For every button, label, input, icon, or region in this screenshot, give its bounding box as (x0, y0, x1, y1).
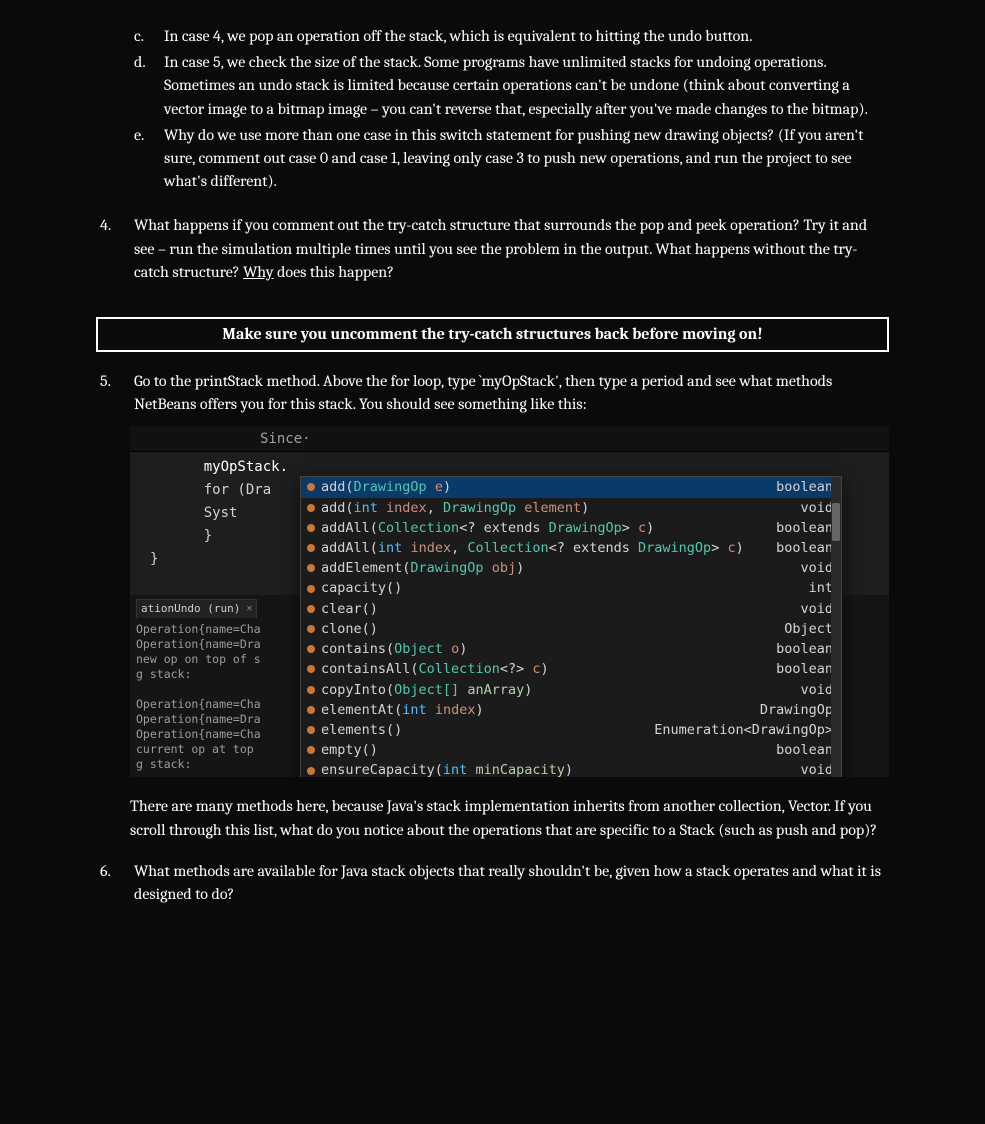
warning-box: Make sure you uncomment the try-catch st… (96, 317, 889, 352)
autocomplete-return-type: boolean (776, 539, 833, 557)
autocomplete-item[interactable]: add(DrawingOp e)boolean (301, 477, 841, 497)
item-5: 5. Go to the printStack method. Above th… (96, 370, 889, 416)
autocomplete-return-type: void (800, 681, 833, 699)
method-dot-icon (307, 686, 315, 694)
item-5-after: There are many methods here, because Jav… (96, 795, 889, 841)
autocomplete-item[interactable]: capacity()int (301, 578, 841, 598)
autocomplete-return-type: boolean (776, 519, 833, 537)
autocomplete-item[interactable]: contains(Object o)boolean (301, 639, 841, 659)
scrollbar-thumb[interactable] (832, 503, 840, 541)
method-dot-icon (307, 585, 315, 593)
autocomplete-signature: add(int index, DrawingOp element) (321, 499, 800, 517)
autocomplete-signature: clear() (321, 600, 800, 618)
autocomplete-signature: capacity() (321, 579, 809, 597)
item-6: 6. What methods are available for Java s… (96, 860, 889, 906)
autocomplete-return-type: int (809, 579, 833, 597)
method-dot-icon (307, 504, 315, 512)
item-4-why-underlined: Why (243, 263, 273, 281)
item-5-text: Go to the printStack method. Above the f… (134, 370, 889, 416)
subitem-d-marker: d. (130, 51, 164, 121)
autocomplete-signature: addElement(DrawingOp obj) (321, 559, 800, 577)
method-dot-icon (307, 544, 315, 552)
autocomplete-return-type: boolean (776, 741, 833, 759)
item-4-text-b: does this happen? (274, 263, 394, 281)
subitem-c-text: In case 4, we pop an operation off the s… (164, 25, 889, 48)
item-4-text: What happens if you comment out the try-… (134, 214, 889, 284)
autocomplete-item[interactable]: addElement(DrawingOp obj)void (301, 558, 841, 578)
method-dot-icon (307, 706, 315, 714)
method-dot-icon (307, 605, 315, 613)
autocomplete-signature: elementAt(int index) (321, 701, 760, 719)
item-5-marker: 5. (96, 370, 134, 416)
autocomplete-signature: copyInto(Object[] anArray) (321, 681, 800, 699)
autocomplete-signature: elements() (321, 721, 654, 739)
autocomplete-item[interactable]: add(int index, DrawingOp element)void (301, 498, 841, 518)
method-dot-icon (307, 524, 315, 532)
subitem-e-marker: e. (130, 124, 164, 194)
autocomplete-signature: containsAll(Collection<?> c) (321, 660, 776, 678)
method-dot-icon (307, 726, 315, 734)
close-icon[interactable]: ✕ (246, 602, 252, 615)
subitem-d: d. In case 5, we check the size of the s… (130, 51, 889, 121)
subitem-e-text: Why do we use more than one case in this… (164, 124, 889, 194)
autocomplete-item[interactable]: copyInto(Object[] anArray)void (301, 680, 841, 700)
subitem-d-text: In case 5, we check the size of the stac… (164, 51, 889, 121)
sublist-cde: c. In case 4, we pop an operation off th… (130, 25, 889, 193)
autocomplete-return-type: void (800, 559, 833, 577)
autocomplete-item[interactable]: containsAll(Collection<?> c)boolean (301, 659, 841, 679)
autocomplete-return-type: boolean (776, 640, 833, 658)
autocomplete-item[interactable]: ensureCapacity(int minCapacity)void (301, 760, 841, 777)
popup-scrollbar[interactable] (831, 477, 841, 777)
autocomplete-signature: empty() (321, 741, 776, 759)
autocomplete-item[interactable]: addAll(Collection<? extends DrawingOp> c… (301, 518, 841, 538)
autocomplete-item[interactable]: clone()Object (301, 619, 841, 639)
autocomplete-signature: add(DrawingOp e) (321, 478, 776, 496)
autocomplete-return-type: Object (784, 620, 833, 638)
item-6-marker: 6. (96, 860, 134, 906)
autocomplete-return-type: void (800, 600, 833, 618)
item-4: 4. What happens if you comment out the t… (96, 214, 889, 284)
autocomplete-signature: ensureCapacity(int minCapacity) (321, 761, 800, 777)
autocomplete-signature: contains(Object o) (321, 640, 776, 658)
autocomplete-item[interactable]: addAll(int index, Collection<? extends D… (301, 538, 841, 558)
autocomplete-item[interactable]: empty()boolean (301, 740, 841, 760)
autocomplete-item[interactable]: elementAt(int index)DrawingOp (301, 700, 841, 720)
autocomplete-return-type: DrawingOp (760, 701, 833, 719)
ide-screenshot: Since· myOpStack. for (Dra Syst } } atio… (130, 426, 889, 777)
method-dot-icon (307, 746, 315, 754)
method-dot-icon (307, 665, 315, 673)
autocomplete-signature: addAll(Collection<? extends DrawingOp> c… (321, 519, 776, 537)
ide-since-label: Since· (130, 426, 889, 452)
method-dot-icon (307, 645, 315, 653)
autocomplete-item[interactable]: elements()Enumeration<DrawingOp> (301, 720, 841, 740)
ide-output-tab-label: ationUndo (run) (141, 602, 240, 616)
subitem-c: c. In case 4, we pop an operation off th… (130, 25, 889, 48)
autocomplete-return-type: Enumeration<DrawingOp> (654, 721, 833, 739)
method-dot-icon (307, 625, 315, 633)
autocomplete-signature: clone() (321, 620, 784, 638)
autocomplete-popup[interactable]: add(DrawingOp e)booleanadd(int index, Dr… (300, 476, 842, 777)
document-page: c. In case 4, we pop an operation off th… (0, 0, 985, 1124)
item-6-text: What methods are available for Java stac… (134, 860, 889, 906)
autocomplete-return-type: void (800, 499, 833, 517)
item-4-marker: 4. (96, 214, 134, 284)
subitem-e: e. Why do we use more than one case in t… (130, 124, 889, 194)
method-dot-icon (307, 483, 315, 491)
autocomplete-item[interactable]: clear()void (301, 599, 841, 619)
ide-output-tab[interactable]: ationUndo (run) ✕ (136, 599, 257, 618)
method-dot-icon (307, 767, 315, 775)
autocomplete-return-type: void (800, 761, 833, 777)
autocomplete-signature: addAll(int index, Collection<? extends D… (321, 539, 776, 557)
autocomplete-return-type: boolean (776, 478, 833, 496)
method-dot-icon (307, 564, 315, 572)
subitem-c-marker: c. (130, 25, 164, 48)
autocomplete-return-type: boolean (776, 660, 833, 678)
